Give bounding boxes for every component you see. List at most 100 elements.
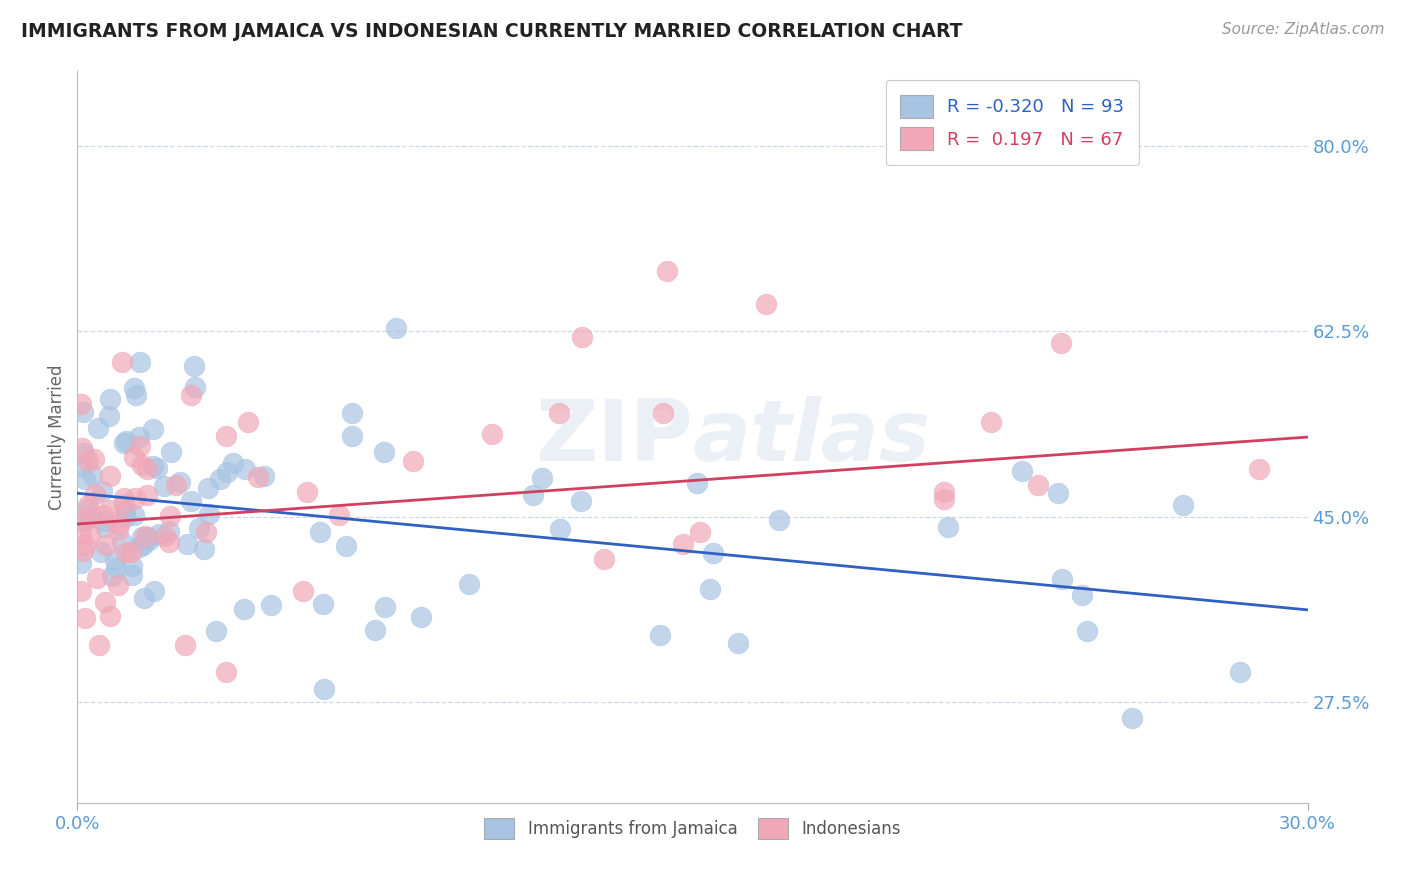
Point (374, 600, 396, 615)
Point (79, 527, 101, 541)
Point (111, 355, 134, 369)
Point (195, 524, 218, 539)
Point (295, 484, 318, 499)
Point (402, 454, 425, 468)
Point (135, 531, 157, 545)
Point (373, 444, 395, 458)
Point (522, 488, 544, 502)
Point (98, 503, 121, 517)
Point (183, 359, 205, 373)
Point (128, 541, 150, 555)
Point (129, 354, 152, 368)
Point (142, 583, 165, 598)
Point (1076, 624, 1098, 639)
Point (689, 524, 711, 539)
Point (312, 597, 335, 611)
Y-axis label: Currently Married: Currently Married (48, 364, 66, 510)
Point (173, 638, 195, 652)
Point (157, 534, 180, 549)
Point (236, 415, 259, 429)
Point (101, 569, 124, 583)
Point (84, 487, 107, 501)
Legend: Immigrants from Jamaica, Indonesians: Immigrants from Jamaica, Indonesians (478, 811, 907, 846)
Point (233, 602, 256, 616)
Point (73, 472, 96, 486)
Point (76, 498, 98, 512)
Point (142, 422, 165, 436)
Point (86, 571, 108, 585)
Point (80, 467, 103, 482)
Point (112, 497, 135, 511)
Text: atlas: atlas (693, 395, 931, 479)
Point (340, 406, 363, 420)
Point (702, 546, 724, 560)
Point (169, 475, 191, 489)
Point (1026, 478, 1049, 492)
Point (727, 636, 749, 650)
Point (159, 508, 181, 523)
Point (1047, 486, 1070, 500)
Point (122, 450, 145, 464)
Point (70, 397, 93, 411)
Point (235, 462, 257, 476)
Point (481, 427, 503, 442)
Point (932, 485, 955, 500)
Point (260, 598, 283, 612)
Point (457, 576, 479, 591)
Point (70, 584, 93, 599)
Point (121, 558, 143, 573)
Text: Source: ZipAtlas.com: Source: ZipAtlas.com (1222, 22, 1385, 37)
Point (98, 409, 121, 423)
Point (136, 462, 159, 476)
Point (198, 507, 221, 521)
Point (142, 458, 165, 473)
Point (328, 508, 350, 523)
Point (70, 514, 93, 528)
Point (121, 568, 143, 582)
Point (1171, 498, 1194, 512)
Text: IMMIGRANTS FROM JAMAICA VS INDONESIAN CURRENTLY MARRIED CORRELATION CHART: IMMIGRANTS FROM JAMAICA VS INDONESIAN CU… (21, 22, 963, 41)
Point (548, 522, 571, 536)
Point (364, 624, 387, 638)
Point (73, 446, 96, 460)
Point (1249, 462, 1271, 476)
Point (128, 440, 150, 454)
Point (699, 582, 721, 596)
Point (188, 521, 211, 535)
Point (77, 454, 100, 468)
Point (205, 624, 228, 638)
Point (128, 430, 150, 444)
Point (685, 476, 707, 491)
Point (72, 405, 94, 419)
Point (100, 392, 122, 406)
Point (160, 445, 183, 459)
Point (91, 484, 114, 499)
Point (531, 471, 554, 485)
Point (340, 429, 363, 443)
Point (108, 517, 131, 532)
Point (593, 552, 616, 566)
Point (131, 530, 153, 544)
Point (70, 556, 93, 570)
Point (107, 578, 129, 592)
Point (104, 560, 127, 574)
Point (75, 514, 97, 528)
Point (112, 491, 135, 505)
Point (291, 584, 314, 599)
Point (153, 479, 176, 493)
Point (165, 478, 187, 492)
Point (312, 682, 335, 697)
Point (569, 493, 592, 508)
Point (98, 468, 121, 483)
Point (335, 539, 357, 553)
Point (148, 527, 170, 541)
Point (1011, 464, 1033, 478)
Point (138, 530, 160, 544)
Point (215, 428, 238, 442)
Point (672, 537, 695, 551)
Point (1049, 336, 1071, 351)
Point (73, 538, 96, 552)
Point (934, 492, 956, 507)
Point (114, 509, 136, 524)
Point (91, 508, 114, 523)
